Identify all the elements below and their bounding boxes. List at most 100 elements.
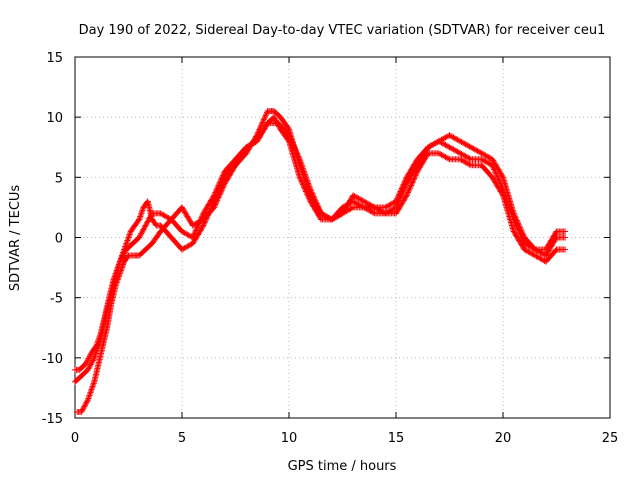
data-point bbox=[220, 183, 227, 190]
data-point bbox=[216, 179, 223, 186]
data-point bbox=[144, 219, 151, 226]
data-point bbox=[221, 181, 228, 188]
data-point bbox=[408, 182, 415, 189]
data-point bbox=[498, 182, 505, 189]
data-point bbox=[87, 361, 94, 368]
data-point bbox=[393, 204, 399, 211]
data-point bbox=[139, 229, 146, 236]
data-point bbox=[306, 196, 313, 203]
data-point bbox=[314, 201, 321, 208]
data-point bbox=[136, 234, 143, 241]
data-point bbox=[314, 203, 321, 210]
data-point bbox=[496, 179, 503, 186]
x-tick-label: 0 bbox=[71, 431, 79, 446]
data-point bbox=[515, 227, 522, 234]
data-point bbox=[86, 364, 93, 371]
data-point bbox=[516, 229, 523, 236]
data-point bbox=[211, 192, 218, 199]
data-point bbox=[271, 114, 278, 121]
data-point bbox=[84, 358, 91, 365]
y-tick-label: 0 bbox=[55, 232, 63, 247]
y-tick-label: 15 bbox=[46, 51, 63, 66]
data-point bbox=[511, 219, 518, 226]
data-point bbox=[213, 198, 220, 205]
data-point bbox=[395, 198, 402, 205]
data-point bbox=[294, 152, 301, 159]
data-point bbox=[315, 204, 322, 211]
data-point bbox=[404, 190, 411, 197]
data-point bbox=[304, 191, 311, 198]
data-point bbox=[466, 155, 473, 162]
data-point bbox=[370, 209, 377, 216]
data-point bbox=[491, 166, 498, 173]
data-point bbox=[499, 184, 506, 191]
data-point bbox=[145, 217, 152, 224]
data-point bbox=[212, 200, 219, 207]
data-point bbox=[399, 188, 406, 195]
series-track-3 bbox=[72, 120, 569, 385]
data-point bbox=[219, 186, 226, 193]
data-point bbox=[199, 213, 206, 220]
data-point bbox=[298, 178, 305, 185]
data-point bbox=[271, 115, 278, 122]
data-point bbox=[196, 218, 203, 225]
data-point bbox=[299, 181, 306, 188]
data-point bbox=[216, 191, 223, 198]
data-point bbox=[493, 172, 500, 179]
data-point bbox=[312, 197, 319, 204]
data-point bbox=[219, 172, 226, 179]
data-point bbox=[80, 404, 87, 411]
data-point bbox=[218, 188, 225, 195]
data-point bbox=[510, 216, 517, 223]
data-point bbox=[316, 206, 323, 213]
data-point bbox=[288, 137, 295, 144]
data-point bbox=[562, 234, 569, 241]
data-point bbox=[496, 177, 503, 184]
data-point bbox=[513, 222, 520, 229]
data-point bbox=[311, 196, 318, 203]
data-point bbox=[466, 161, 473, 168]
data-point bbox=[296, 174, 303, 181]
data-point bbox=[81, 403, 88, 410]
data-point bbox=[219, 184, 226, 191]
data-point bbox=[121, 249, 128, 256]
data-point bbox=[403, 192, 410, 199]
x-axis-label: GPS time / hours bbox=[288, 459, 397, 474]
data-point bbox=[121, 250, 128, 257]
data-point bbox=[495, 176, 502, 183]
data-point bbox=[289, 140, 296, 147]
data-point bbox=[86, 352, 93, 359]
data-point bbox=[313, 200, 320, 207]
data-point bbox=[404, 189, 411, 196]
data-point bbox=[215, 182, 222, 189]
data-point bbox=[195, 221, 202, 228]
data-point bbox=[287, 135, 294, 142]
data-point bbox=[291, 144, 298, 151]
data-point bbox=[83, 399, 90, 406]
data-point bbox=[135, 217, 142, 224]
data-point bbox=[199, 211, 206, 218]
data-point bbox=[119, 254, 126, 261]
data-point bbox=[402, 193, 409, 200]
data-point bbox=[515, 226, 522, 233]
data-point bbox=[407, 183, 414, 190]
data-point bbox=[308, 189, 315, 196]
data-point bbox=[396, 197, 403, 204]
data-point bbox=[86, 362, 93, 369]
data-point bbox=[398, 193, 405, 200]
data-point bbox=[219, 173, 226, 180]
data-point bbox=[200, 222, 207, 229]
data-point bbox=[214, 185, 221, 192]
data-point bbox=[394, 200, 401, 207]
data-point bbox=[348, 205, 355, 212]
data-point bbox=[520, 237, 527, 244]
data-point bbox=[310, 193, 317, 200]
data-point bbox=[517, 232, 524, 239]
data-point bbox=[308, 187, 315, 194]
data-point bbox=[301, 185, 308, 192]
y-tick-label: -5 bbox=[50, 292, 63, 307]
y-tick-label: 5 bbox=[55, 171, 63, 186]
data-point bbox=[494, 175, 501, 182]
data-point bbox=[398, 191, 405, 198]
data-point bbox=[192, 227, 199, 234]
